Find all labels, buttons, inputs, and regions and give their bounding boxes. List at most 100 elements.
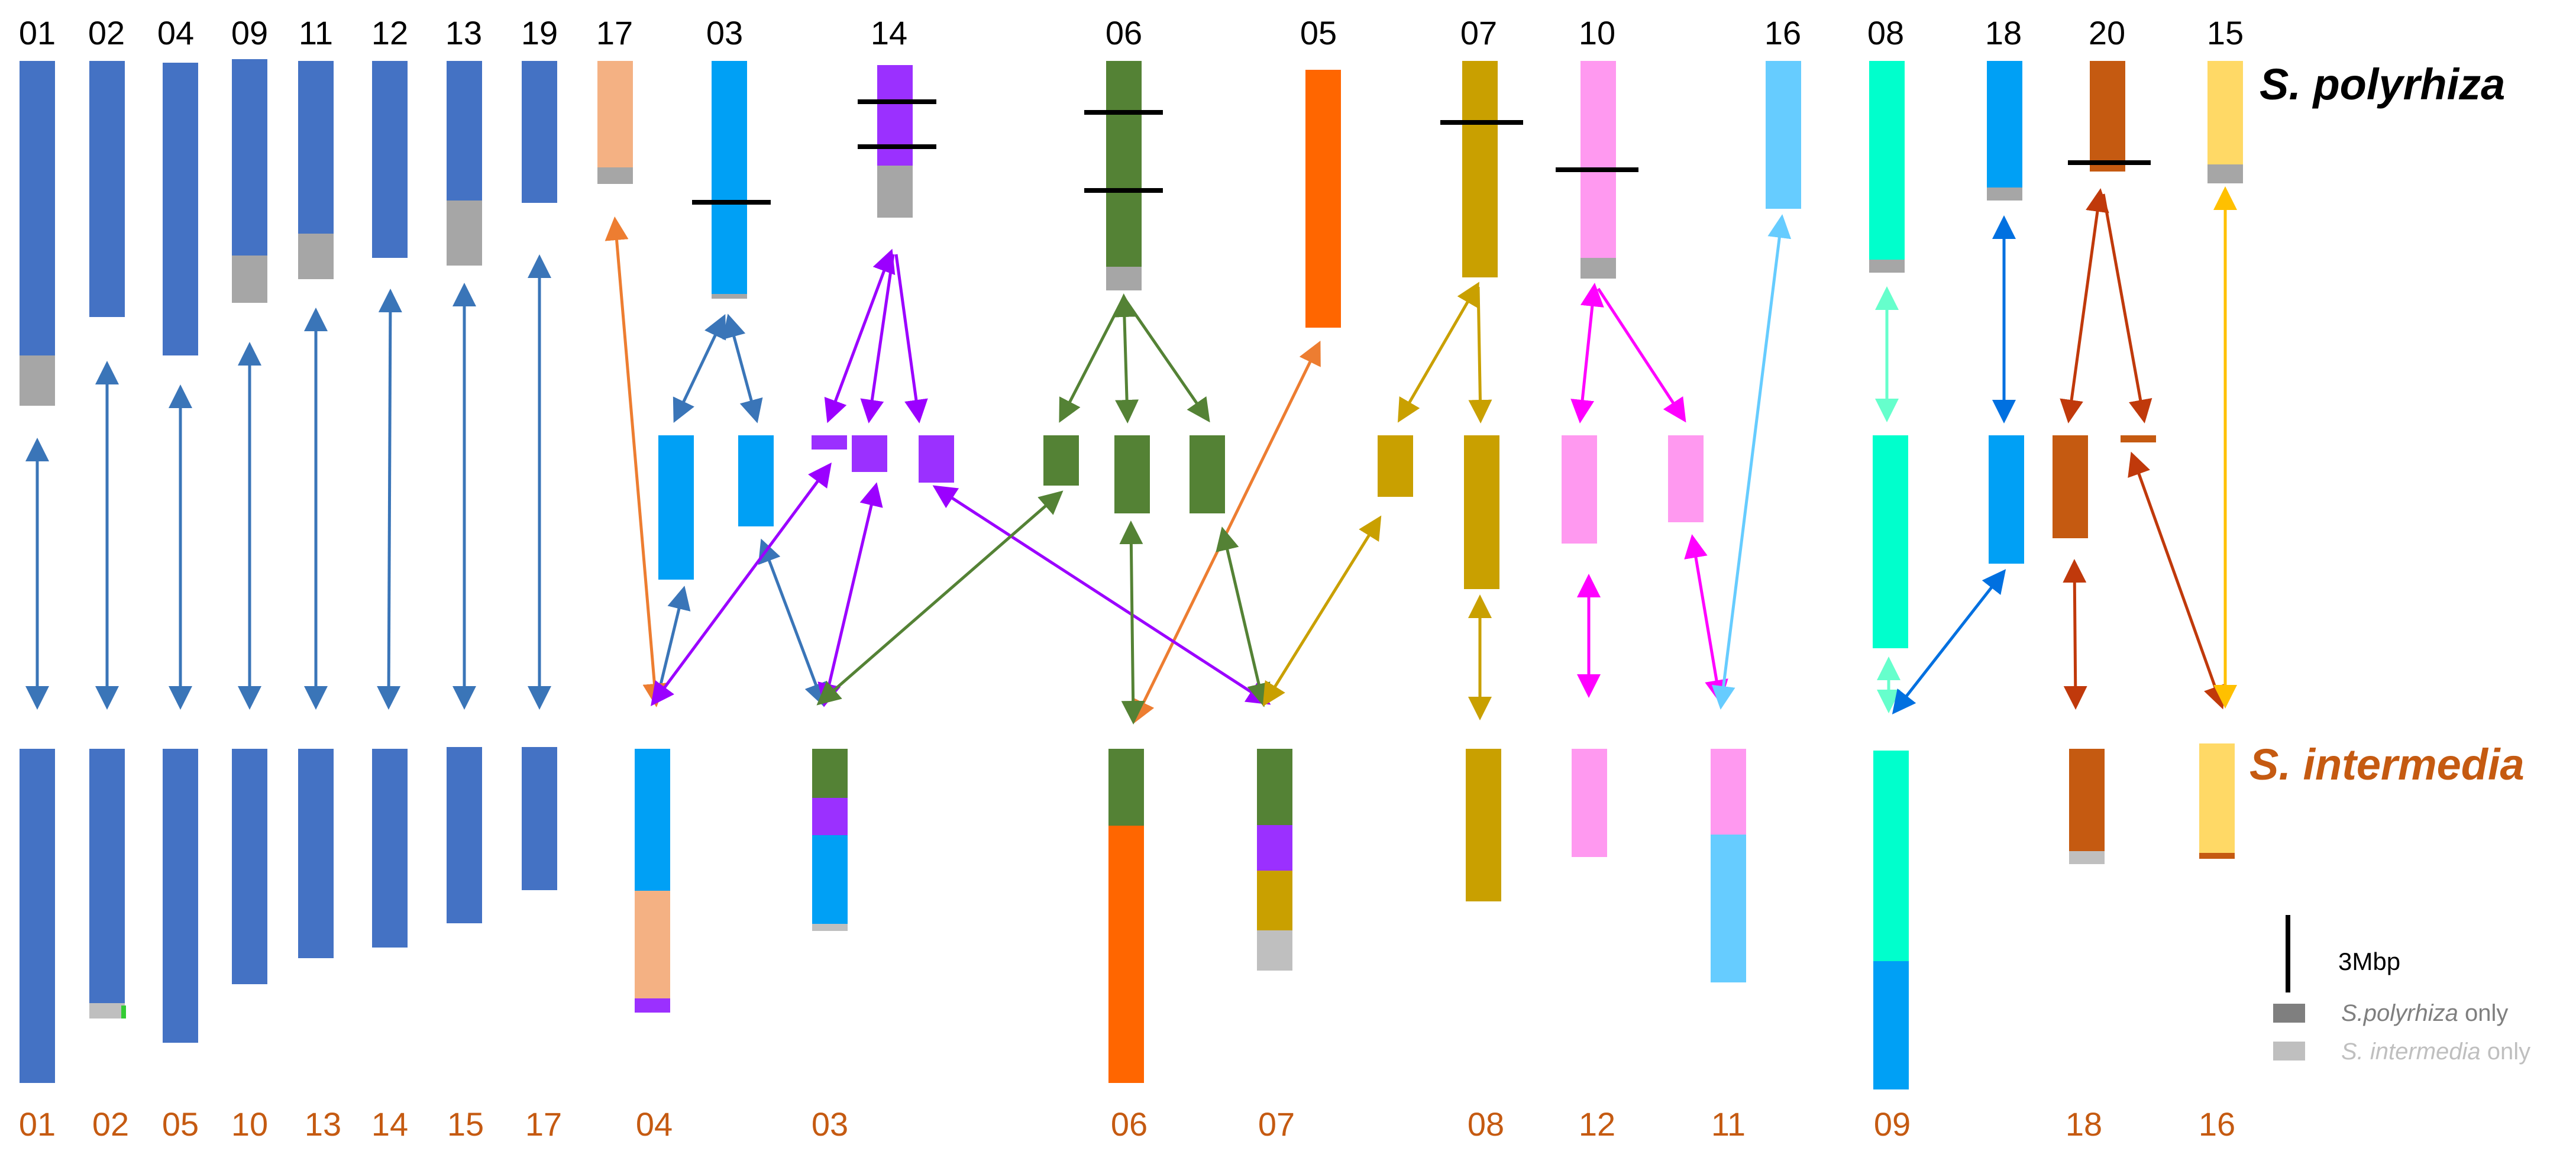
chromosome-bar — [298, 61, 334, 279]
synteny-arrow — [1711, 214, 1792, 710]
bottom-label: 05 — [162, 1105, 199, 1143]
synteny-arrow — [1397, 282, 1480, 423]
chromosome-bar — [812, 749, 848, 931]
fragment — [658, 435, 694, 580]
chromosome-bar — [232, 59, 267, 303]
scale-bar: 3Mbp — [2286, 915, 2400, 992]
chromosome-bar — [1572, 749, 1607, 857]
top-label: 10 — [1579, 14, 1615, 51]
synteny-arrow — [932, 485, 1271, 705]
top-label: 05 — [1300, 14, 1337, 51]
fragment — [2121, 435, 2156, 442]
bottom-label: 13 — [305, 1105, 341, 1143]
chromosome-bar — [1869, 61, 1905, 273]
top-label: 17 — [596, 14, 633, 51]
bottom-label: 17 — [525, 1105, 562, 1143]
bottom-label: 07 — [1258, 1105, 1295, 1143]
top-label: 13 — [445, 14, 482, 51]
bottom-label: 04 — [636, 1105, 673, 1143]
bottom-label: 06 — [1111, 1105, 1148, 1143]
synteny-arrow — [1468, 286, 1492, 423]
bottom-label: 01 — [19, 1105, 56, 1143]
fragment — [812, 435, 847, 450]
top-label: 18 — [1985, 14, 2022, 51]
top-label: 19 — [521, 14, 558, 51]
bottom-label: 15 — [447, 1105, 484, 1143]
legend: S.polyrhiza only S. intermedia only — [2273, 1000, 2530, 1065]
top-label: 11 — [299, 14, 333, 51]
top-label: 15 — [2207, 14, 2244, 51]
fragment — [1378, 435, 1413, 497]
chromosome-bar — [1108, 749, 1144, 1083]
synteny-arrow — [1684, 534, 1728, 704]
synteny-arrow — [1119, 520, 1145, 725]
chromosome-bar — [1462, 61, 1498, 277]
intermedia-chromosomes — [20, 743, 2235, 1089]
bottom-label: 14 — [371, 1105, 408, 1143]
fragment — [2053, 435, 2088, 538]
legend-label-intermedia-only: S. intermedia only — [2341, 1039, 2530, 1065]
fragment — [1668, 435, 1704, 522]
chromosome-bar — [2207, 61, 2243, 183]
synteny-arrow — [860, 254, 895, 423]
synteny-arrow — [817, 482, 883, 707]
synteny-arrow — [1262, 515, 1382, 707]
bottom-label: 11 — [1711, 1105, 1746, 1143]
scale-bar-label: 3Mbp — [2338, 948, 2400, 975]
bottom-label: 10 — [231, 1105, 268, 1143]
bottom-label: 18 — [2066, 1105, 2102, 1143]
chromosome-bar — [20, 61, 55, 406]
synteny-arrow — [758, 538, 828, 707]
synteny-arrow — [722, 313, 763, 423]
chromosome-bar — [2090, 61, 2125, 172]
top-label: 02 — [88, 14, 125, 51]
synteny-arrow — [673, 313, 726, 423]
synteny-arrows — [25, 186, 2237, 725]
top-label: 04 — [157, 14, 194, 51]
chromosome-bar — [597, 61, 633, 184]
synteny-arrow — [2063, 559, 2087, 710]
chromosome-bar — [1106, 61, 1142, 290]
fragment — [919, 435, 954, 483]
synteny-arrow — [655, 586, 691, 702]
intermediate-fragments — [658, 435, 2156, 648]
chromosome-bar — [1766, 61, 1801, 209]
fragment — [1043, 435, 1079, 486]
fragment — [738, 435, 774, 526]
synteny-arrow — [1123, 298, 1210, 423]
chromosome-bar — [1305, 70, 1341, 328]
chromosome-bar — [877, 65, 913, 218]
fragment — [1114, 435, 1150, 513]
top-label: 12 — [371, 14, 408, 51]
chromosome-bar — [1257, 749, 1292, 971]
chromosome-bar — [89, 61, 125, 317]
bottom-label: 12 — [1579, 1105, 1615, 1143]
synteny-arrow — [2128, 451, 2226, 710]
chromosome-bar — [447, 747, 482, 923]
synteny-arrow — [816, 490, 1064, 706]
legend-swatch-polyrhiza-only — [2273, 1004, 2305, 1023]
synteny-arrow — [894, 254, 928, 423]
top-label: 08 — [1867, 14, 1904, 51]
chromosome-bar — [2069, 749, 2105, 864]
chromosome-bar — [372, 749, 408, 948]
bottom-label: 09 — [1874, 1105, 1911, 1143]
synteny-arrow — [1112, 293, 1139, 423]
top-label: 14 — [871, 14, 907, 51]
top-label: 09 — [231, 14, 268, 51]
bottom-label: 03 — [812, 1105, 848, 1143]
fragment — [1873, 435, 1908, 648]
species-polyrhiza-label: S. polyrhiza — [2260, 60, 2505, 109]
chromosome-bar — [89, 749, 126, 1018]
chromosome-bar — [163, 749, 198, 1043]
chromosome-bar — [522, 747, 557, 890]
synteny-arrow — [1596, 287, 1686, 423]
chromosome-bar — [712, 61, 747, 299]
chromosome-bar — [1580, 61, 1616, 279]
chromosome-bar — [2199, 743, 2235, 859]
polyrhiza-chromosome-labels: 01 02 04 09 11 12 13 19 17 03 14 06 05 0… — [19, 14, 2244, 51]
synteny-arrow — [377, 289, 402, 710]
polyrhiza-chromosomes — [20, 59, 2243, 406]
fragment — [1989, 435, 2024, 564]
